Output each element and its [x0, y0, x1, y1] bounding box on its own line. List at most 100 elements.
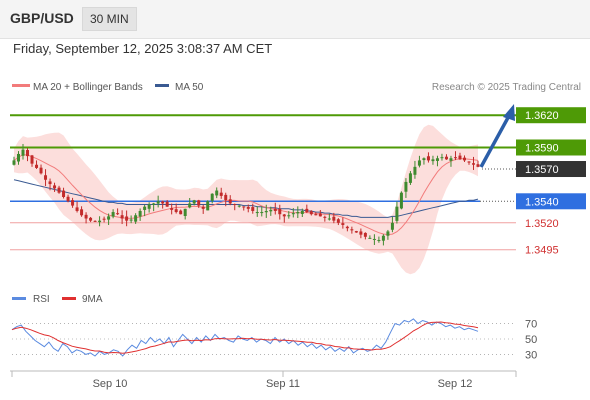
x-axis-label: Sep 11: [266, 378, 300, 390]
candle-body: [296, 212, 300, 214]
candle-body: [179, 210, 183, 215]
level-badge: [516, 107, 586, 124]
candle-body: [278, 208, 282, 215]
candle-body: [53, 185, 57, 189]
rsi-line: [11, 318, 479, 357]
candle-body: [35, 164, 39, 168]
candlestick-series: [12, 143, 480, 246]
timeframe-button[interactable]: 30 MIN: [82, 7, 137, 31]
candle-body: [66, 196, 70, 202]
bollinger-band-area: [14, 124, 478, 275]
candle-body: [174, 209, 178, 213]
candle-body: [228, 199, 232, 204]
candle-body: [120, 215, 124, 219]
candle-body: [62, 190, 66, 197]
candle-body: [57, 187, 61, 193]
ma20-legend-label: MA 20 + Bollinger Bands: [33, 82, 143, 93]
candle-body: [386, 231, 390, 236]
candle-body: [246, 206, 250, 209]
ma50-legend-label: MA 50: [175, 82, 204, 93]
candle-body: [440, 157, 444, 159]
candle-body: [170, 208, 174, 210]
candle-body: [453, 157, 457, 159]
candle-body: [300, 210, 304, 214]
level-badge: [516, 161, 586, 178]
candle-body: [273, 208, 277, 211]
candle-body: [372, 238, 376, 240]
candle-body: [467, 161, 471, 163]
candle-body: [156, 201, 160, 204]
projection-arrow-head: [503, 104, 515, 121]
candle-body: [305, 208, 309, 213]
candle-body: [233, 204, 237, 206]
rsi-ma-legend-swatch: [62, 297, 76, 300]
candle-body: [111, 212, 115, 217]
candle-body: [215, 190, 219, 196]
rsi-legend-swatch: [12, 297, 26, 300]
candle-body: [165, 201, 169, 207]
candle-body: [327, 218, 331, 220]
x-axis-label: Sep 12: [438, 378, 473, 390]
candle-body: [359, 231, 363, 235]
candle-body: [125, 216, 129, 221]
candle-body: [458, 155, 462, 160]
ma20-line: [13, 154, 479, 236]
candle-body: [84, 214, 88, 219]
candle-body: [413, 166, 417, 175]
candle-body: [345, 226, 349, 229]
candle-body: [417, 160, 421, 166]
rsi-tick-label: 50: [525, 334, 537, 346]
candle-body: [426, 156, 430, 161]
candle-body: [471, 163, 475, 165]
candle-body: [444, 156, 448, 160]
candle-body: [350, 229, 354, 231]
candle-body: [390, 222, 394, 230]
candle-body: [251, 207, 255, 211]
candle-body: [354, 231, 358, 233]
candle-body: [237, 205, 241, 207]
candle-body: [21, 149, 25, 156]
level-badge-label: 1.3570: [525, 164, 559, 176]
candle-body: [107, 216, 111, 220]
timestamp: Friday, September 12, 2025 3:08:37 AM CE…: [13, 41, 273, 56]
candle-body: [210, 193, 214, 201]
candle-body: [80, 209, 84, 216]
candle-body: [219, 192, 223, 196]
candle-body: [161, 201, 165, 204]
candle-body: [381, 235, 385, 241]
level-label: 1.3495: [525, 245, 559, 257]
candle-body: [143, 206, 147, 210]
candle-body: [183, 208, 187, 217]
rsi-grid: 70 50 30: [12, 319, 537, 361]
candle-body: [242, 206, 246, 208]
x-axis: Sep 10 Sep 11 Sep 12: [11, 371, 517, 390]
rsi-ma-legend-label: 9MA: [82, 294, 103, 305]
candle-body: [404, 181, 408, 192]
candle-body: [116, 213, 120, 215]
candle-body: [75, 207, 79, 211]
candle-body: [363, 232, 367, 237]
rsi-ma-line: [11, 321, 479, 354]
candle-body: [323, 216, 327, 218]
projection-arrow-shaft: [479, 113, 512, 168]
candle-body: [287, 215, 291, 217]
candle-body: [48, 181, 52, 185]
candle-body: [12, 160, 16, 165]
candle-body: [314, 214, 318, 216]
candle-body: [462, 157, 466, 161]
candle-body: [129, 219, 133, 221]
candle-body: [264, 210, 268, 213]
rsi-legend-label: RSI: [33, 294, 50, 305]
candle-body: [377, 240, 381, 242]
candle-body: [102, 218, 106, 220]
level-badge: [516, 139, 586, 156]
candle-body: [188, 203, 192, 208]
header-bar: GBP/USD 30 MIN: [0, 0, 590, 39]
candle-body: [269, 209, 273, 212]
candle-body: [332, 216, 336, 221]
price-level-badges: 1.3620 1.3590 1.3570 1.3540 1.3520 1.3495: [516, 107, 586, 257]
candle-body: [197, 200, 201, 206]
rsi-tick-label: 70: [525, 319, 537, 331]
candle-body: [26, 150, 30, 157]
